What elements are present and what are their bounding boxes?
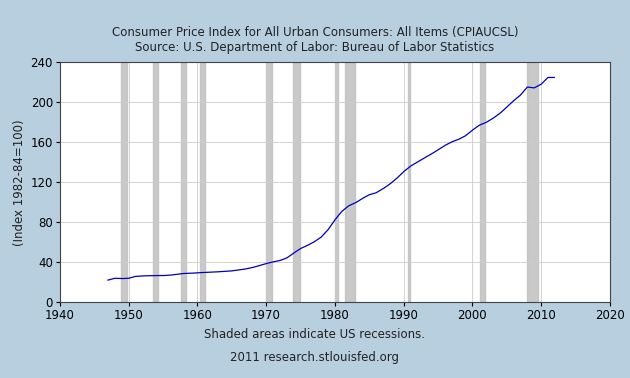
Text: Shaded areas indicate US recessions.: Shaded areas indicate US recessions. — [205, 328, 425, 341]
Bar — [293, 62, 301, 302]
Bar — [153, 62, 158, 302]
Y-axis label: (Index 1982-84=100): (Index 1982-84=100) — [13, 119, 26, 246]
Bar — [480, 62, 485, 302]
Bar — [200, 62, 205, 302]
Bar — [120, 62, 127, 302]
Bar — [335, 62, 338, 302]
Text: Source: U.S. Department of Labor: Bureau of Labor Statistics: Source: U.S. Department of Labor: Bureau… — [135, 41, 495, 54]
Bar — [408, 62, 411, 302]
Bar — [345, 62, 355, 302]
Bar — [527, 62, 537, 302]
Bar — [265, 62, 272, 302]
Text: 2011 research.stlouisfed.org: 2011 research.stlouisfed.org — [231, 351, 399, 364]
Bar — [181, 62, 186, 302]
Text: Consumer Price Index for All Urban Consumers: All Items (CPIAUCSL): Consumer Price Index for All Urban Consu… — [112, 26, 518, 39]
